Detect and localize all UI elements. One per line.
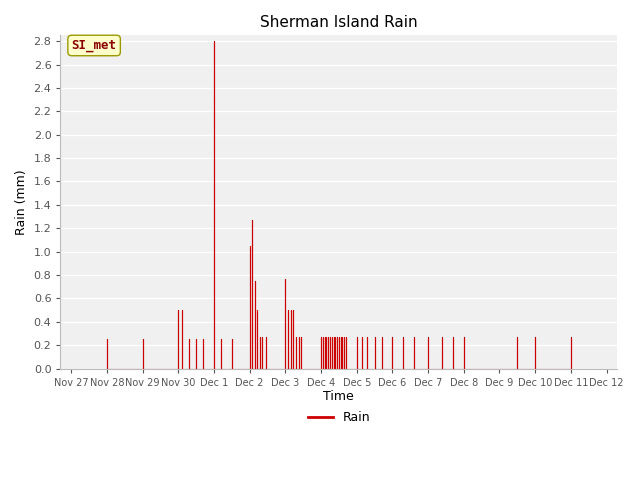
Y-axis label: Rain (mm): Rain (mm): [15, 169, 28, 235]
Legend: Rain: Rain: [303, 406, 375, 429]
Title: Sherman Island Rain: Sherman Island Rain: [260, 15, 418, 30]
Text: SI_met: SI_met: [72, 39, 116, 52]
X-axis label: Time: Time: [323, 390, 355, 403]
